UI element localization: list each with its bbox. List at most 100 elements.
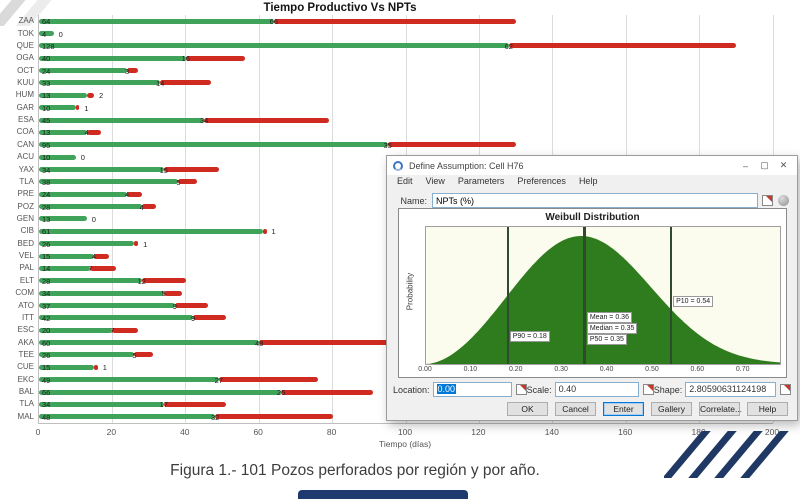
productive-value-label: 13 [42,128,51,138]
productive-value-label: 24 [42,190,51,200]
category-label: CIB [20,226,34,236]
field-label: Location: [393,384,430,395]
grab-cell-reference-icon[interactable] [642,384,654,395]
category-label: TLA [19,176,34,186]
menu-item-edit[interactable]: Edit [397,176,413,186]
assumption-name-input[interactable] [432,193,758,208]
npt-bar [112,327,139,333]
npt-value-label: 5 [132,350,137,360]
npt-value-label: 2 [99,91,104,101]
weibull-x-tick-label: 0.00 [418,366,432,373]
location-input[interactable]: 0.00 [432,382,512,397]
npt-value-label: 4 [84,128,89,138]
dialog-title: Define Assumption: Cell H76 [409,160,524,171]
menu-item-help[interactable]: Help [578,176,598,186]
category-label: COA [16,127,34,137]
bar-row: ATO 37 9 [18,299,773,311]
marker-label: P10 = 0.54 [673,295,714,307]
shape-input[interactable]: 2.80590631124198 [685,382,776,397]
npt-bar [259,340,436,346]
productive-value-label: 13 [42,214,51,224]
help-button[interactable]: Help [747,402,788,416]
productive-bar [39,303,175,309]
npt-value-label: 48 [255,338,264,348]
maximize-button[interactable]: ▢ [760,160,769,170]
npt-value-label: 9 [172,301,177,311]
category-label: OCT [17,65,34,75]
npt-value-label: 4 [139,202,144,212]
grab-cell-reference-icon[interactable] [762,195,773,206]
enter-button[interactable]: Enter [603,402,644,416]
bar-row: BED 26 1 [18,238,773,250]
npt-bar [163,290,183,296]
category-label: POZ [17,201,34,211]
productive-value-label: 61 [42,227,51,237]
scale-input[interactable]: 0.40 [554,382,639,397]
category-label: ZAA [18,16,34,26]
bar-row: GEN 13 0 [17,213,773,225]
corner-decoration-bottom-right [664,431,800,478]
crystal-ball-orb-icon[interactable] [778,195,789,206]
bar-row: MAL 48 32 [18,411,773,423]
x-tick-label: 100 [397,427,413,437]
percentile-grabber-line[interactable] [506,227,509,364]
productive-bar [39,43,509,49]
npt-value-label: 5 [161,289,166,299]
x-tick-label: 20 [106,427,117,437]
ok-button[interactable]: OK [507,402,548,416]
npt-bar [127,68,139,74]
productive-bar [39,92,87,98]
category-label: KUU [17,77,34,87]
npt-value-label: 16 [181,54,190,64]
productive-value-label: 10 [42,103,51,113]
grab-cell-reference-icon[interactable] [780,384,791,395]
percentile-grabber-line[interactable] [583,227,587,364]
x-tick-label: 40 [180,427,190,437]
npt-bar [178,179,197,185]
npt-bar [193,315,227,321]
gallery-button[interactable]: Gallery [651,402,692,416]
npt-bar [508,43,737,49]
productive-value-label: 26 [42,350,51,360]
productive-bar [39,18,274,24]
npt-value-label: 17 [159,400,168,410]
bar-chart-x-axis-label: Tiempo (días) [378,439,432,449]
menu-item-preferences[interactable]: Preferences [517,176,566,186]
productive-value-label: 33 [42,78,51,88]
npt-bar [94,253,109,259]
percentile-grabber-line[interactable] [670,227,673,364]
correlate-button[interactable]: Correlate... [699,402,743,416]
productive-bar [39,228,263,234]
category-label: COM [15,288,34,298]
marker-label: Mean = 0.36 [586,311,632,323]
bar-row: TLA 34 17 [19,398,773,410]
weibull-chart-title: Weibull Distribution [545,212,640,223]
weibull-chart-frame: Weibull Distribution Probability P90 = 0… [398,208,787,378]
dialog-title-bar[interactable]: Define Assumption: Cell H76 – ▢ ✕ [387,156,797,175]
npt-bar [134,352,153,358]
category-label: GEN [16,213,34,223]
npt-value-label: 35 [383,140,392,150]
productive-value-label: 60 [42,338,51,348]
weibull-plot-area: P90 = 0.18 Mean = 0.36 Median = 0.35 P50 = … [425,226,781,365]
bar-row: VEL 15 4 [19,250,773,262]
close-button[interactable]: ✕ [779,160,788,170]
bar-row: HUM 13 2 [16,89,773,101]
cancel-button[interactable]: Cancel [555,402,596,416]
productive-bar [39,105,76,111]
npt-value-label: 4 [124,190,130,200]
category-label: PRE [17,189,34,199]
minimize-button[interactable]: – [742,160,748,171]
menu-item-parameters[interactable]: Parameters [457,176,505,186]
menu-item-view[interactable]: View [425,176,445,186]
productive-bar [39,352,135,358]
category-label: MAL [17,411,34,421]
productive-value-label: 26 [42,239,51,249]
x-tick-label: 120 [471,427,486,437]
category-label: BAL [18,387,34,397]
grab-cell-reference-icon[interactable] [515,384,527,395]
productive-bar [39,315,194,321]
field-label: Shape: [653,384,683,395]
productive-bar [39,179,179,185]
productive-value-label: 28 [42,202,51,212]
